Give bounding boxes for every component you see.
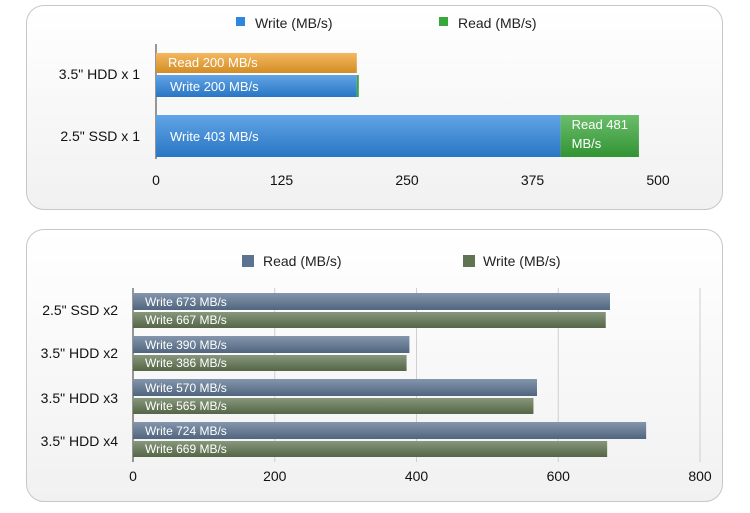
chart-panel-single-drive	[26, 5, 723, 210]
legend-swatch-write	[236, 17, 245, 26]
category-label: 3.5" HDD x4	[41, 433, 119, 449]
bar-label: Write 669 MB/s	[145, 442, 227, 456]
bar-label-hdd-read: Read 200 MB/s	[168, 55, 258, 70]
category-label: 3.5" HDD x2	[41, 345, 119, 361]
bar-read	[133, 336, 410, 353]
category-label: 2.5" SSD x 1	[60, 128, 140, 144]
category-label: 3.5" HDD x3	[41, 390, 119, 406]
bar-label: Write 386 MB/s	[145, 356, 227, 370]
x-tick-label: 0	[129, 468, 137, 484]
legend-swatch-write	[463, 255, 475, 267]
x-tick-label: 0	[152, 172, 160, 188]
bar-ssd-read	[560, 115, 639, 157]
category-label: 3.5" HDD x 1	[59, 66, 140, 82]
legend-label-read: Read (MB/s)	[458, 15, 537, 31]
bar-hdd-read	[156, 53, 357, 73]
bar-label-ssd-read: MB/s	[572, 136, 602, 151]
bar-write	[133, 355, 407, 371]
bar-write	[133, 441, 608, 457]
bar-hdd-read-edge	[356, 75, 359, 97]
legend-label-write: Write (MB/s)	[483, 253, 561, 269]
bar-ssd-write	[156, 115, 561, 157]
bar-label: Write 724 MB/s	[145, 424, 227, 438]
bar-label: Write 565 MB/s	[145, 399, 227, 413]
x-tick-label: 800	[688, 468, 712, 484]
legend-label-read: Read (MB/s)	[263, 253, 342, 269]
x-tick-label: 375	[521, 172, 545, 188]
x-tick-label: 125	[270, 172, 294, 188]
legend-swatch-read	[439, 17, 448, 26]
legend-label-write: Write (MB/s)	[255, 15, 333, 31]
bar-write	[133, 312, 606, 328]
bar-label: Write 667 MB/s	[145, 313, 227, 327]
bar-label-ssd-write: Write 403 MB/s	[170, 129, 259, 144]
x-tick-label: 200	[263, 468, 287, 484]
bar-hdd-write	[156, 75, 357, 97]
bar-write	[133, 398, 534, 414]
bar-read	[133, 422, 647, 439]
x-tick-label: 400	[405, 468, 429, 484]
x-tick-label: 250	[395, 172, 419, 188]
bar-read	[133, 379, 537, 396]
category-label: 2.5" SSD x2	[42, 302, 118, 318]
bar-label-ssd-read: Read 481	[572, 117, 628, 132]
bar-read	[133, 293, 610, 310]
x-tick-label: 600	[547, 468, 571, 484]
x-tick-label: 500	[646, 172, 670, 188]
bar-label: Write 390 MB/s	[145, 338, 227, 352]
bar-label: Write 673 MB/s	[145, 295, 227, 309]
legend-swatch-read	[242, 255, 254, 267]
bar-label-hdd-write: Write 200 MB/s	[170, 79, 259, 94]
bar-label: Write 570 MB/s	[145, 381, 227, 395]
